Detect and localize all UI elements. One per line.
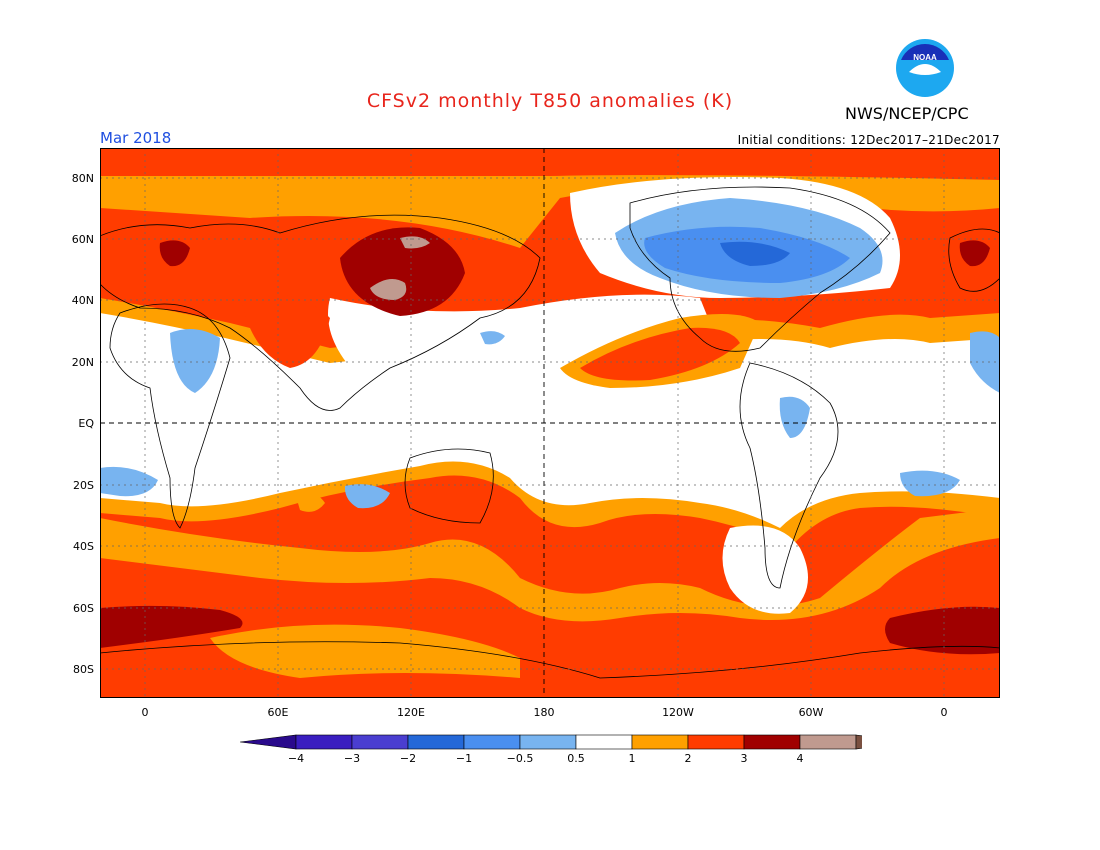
colorbar-low-arrow bbox=[240, 734, 297, 750]
colorbar-swatch bbox=[351, 734, 409, 750]
anomaly-contour-lightblue bbox=[100, 466, 158, 497]
lon-label-0-right: 0 bbox=[940, 706, 948, 719]
anomaly-contour-lightblue bbox=[900, 470, 960, 497]
colorbar-swatch bbox=[631, 734, 689, 750]
colorbar bbox=[240, 734, 862, 750]
map-frame bbox=[100, 148, 1000, 698]
lat-label-80s: 80S bbox=[73, 663, 94, 676]
colorbar-swatch bbox=[743, 734, 801, 750]
lat-label-60n: 60N bbox=[71, 233, 94, 246]
colorbar-swatch bbox=[295, 734, 353, 750]
colorbar-swatch bbox=[407, 734, 465, 750]
anomaly-contour-lightblue bbox=[344, 484, 390, 509]
anomaly-map bbox=[100, 148, 1000, 698]
anomaly-contour-orange bbox=[100, 508, 1000, 622]
colorbar-tick-label: −3 bbox=[343, 752, 361, 765]
anomaly-neutral-region bbox=[722, 525, 808, 614]
anomaly-contour-darkblue bbox=[720, 241, 790, 266]
colorbar-tick-label: 2 bbox=[684, 752, 692, 765]
anomaly-contour-orange bbox=[240, 292, 330, 368]
page-title: CFSv2 monthly T850 anomalies (K) bbox=[366, 90, 734, 112]
anomaly-contour-lightblue bbox=[970, 331, 1000, 393]
anomaly-contour-tan bbox=[370, 279, 407, 300]
colorbar-swatch bbox=[687, 734, 745, 750]
anomaly-contour-tan bbox=[400, 236, 430, 249]
lon-label-120e: 120E bbox=[397, 706, 425, 719]
valid-month-label: Mar 2018 bbox=[100, 129, 172, 147]
colorbar-swatch bbox=[575, 734, 633, 750]
anomaly-contour-lightblue bbox=[480, 331, 505, 345]
anomaly-contour-darkred bbox=[159, 240, 190, 267]
lat-label-eq: EQ bbox=[78, 417, 94, 430]
anomaly-contour-darkred bbox=[340, 227, 465, 316]
lon-label-60w: 60W bbox=[798, 706, 824, 719]
colorbar-tick-label: −2 bbox=[399, 752, 417, 765]
graticule bbox=[100, 148, 1000, 698]
colorbar-tick-label: −0.5 bbox=[506, 752, 534, 765]
lat-label-40s: 40S bbox=[73, 540, 94, 553]
lon-label-60e: 60E bbox=[267, 706, 289, 719]
anomaly-contour-orange bbox=[295, 491, 325, 512]
colorbar-swatch bbox=[519, 734, 577, 750]
colorbar-high-arrow bbox=[855, 734, 862, 750]
reference-lines bbox=[100, 148, 1000, 698]
anomaly-contour-lightblue bbox=[779, 396, 810, 438]
noaa-logo: NOAA bbox=[896, 39, 954, 97]
lat-label-80n: 80N bbox=[71, 172, 94, 185]
anomaly-contour-darkred bbox=[959, 240, 990, 267]
colorbar-tick-label: 3 bbox=[740, 752, 748, 765]
initial-conditions-label: Initial conditions: 12Dec2017–21Dec2017 bbox=[737, 133, 1000, 147]
anomaly-contour-red bbox=[580, 327, 740, 381]
lat-label-40n: 40N bbox=[71, 294, 94, 307]
anomaly-neutral-region bbox=[100, 313, 1000, 528]
lat-label-60s: 60S bbox=[73, 602, 94, 615]
lat-label-20s: 20S bbox=[73, 479, 94, 492]
colorbar-tick-label: 4 bbox=[796, 752, 804, 765]
anomaly-contour-darkred bbox=[100, 605, 243, 648]
colorbar-tick-label: 0.5 bbox=[567, 752, 585, 765]
logo-text: NOAA bbox=[913, 53, 937, 62]
colorbar-swatch bbox=[799, 734, 857, 750]
colorbar-tick-label: −1 bbox=[455, 752, 473, 765]
colorbar-tick-label: −4 bbox=[287, 752, 305, 765]
lon-label-0: 0 bbox=[141, 706, 149, 719]
lat-label-20n: 20N bbox=[71, 356, 94, 369]
agency-label: NWS/NCEP/CPC bbox=[845, 104, 969, 123]
colorbar-tick-label: 1 bbox=[628, 752, 636, 765]
anomaly-contour-orange bbox=[210, 624, 520, 678]
lon-label-180: 180 bbox=[533, 706, 555, 719]
anomaly-contour-darkred bbox=[885, 606, 1000, 655]
lon-label-120w: 120W bbox=[662, 706, 694, 719]
anomaly-contour-lightblue bbox=[170, 329, 220, 393]
coastlines bbox=[100, 186, 1000, 679]
colorbar-swatch bbox=[463, 734, 521, 750]
